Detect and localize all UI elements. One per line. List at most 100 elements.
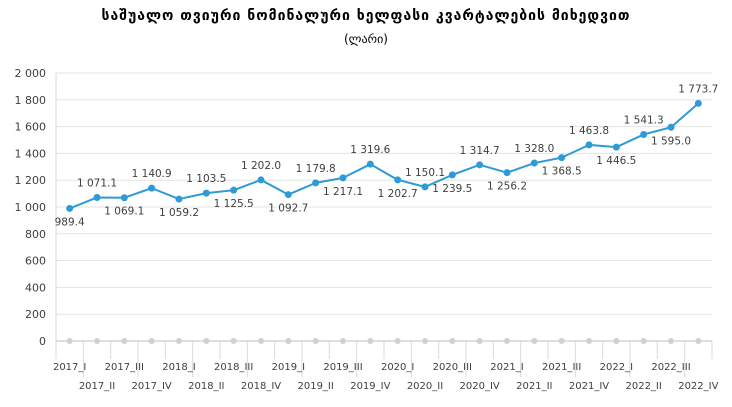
x-tick-label: 2021_II	[516, 381, 552, 392]
data-point	[93, 193, 101, 201]
x-tick-label: 2020_I	[381, 362, 414, 373]
baseline-marker	[613, 338, 620, 344]
data-label: 1 239.5	[432, 183, 472, 195]
baseline-marker	[394, 338, 401, 344]
data-point	[202, 189, 210, 197]
y-tick-label: 600	[25, 255, 46, 268]
data-label: 1 217.1	[323, 186, 363, 198]
x-tick-label: 2019_I	[272, 362, 305, 373]
x-tick-label: 2019_II	[297, 381, 333, 392]
data-label: 1 256.2	[487, 181, 527, 193]
data-point	[530, 159, 538, 167]
data-label: 1 595.0	[651, 135, 691, 147]
data-point	[120, 194, 128, 202]
y-tick-label: 1 600	[15, 121, 47, 134]
baseline-marker	[148, 338, 155, 344]
data-label: 1 092.7	[268, 203, 308, 215]
baseline-marker	[203, 338, 210, 344]
data-label: 989.4	[55, 216, 85, 228]
y-tick-label: 1 400	[15, 147, 47, 160]
data-label: 1 125.5	[214, 198, 254, 210]
baseline-marker	[94, 338, 100, 344]
data-label: 1 446.5	[596, 155, 636, 167]
baseline-marker	[640, 338, 647, 344]
y-tick-label: 2 000	[15, 67, 47, 80]
x-tick-label: 2022_III	[651, 362, 690, 373]
baseline-marker	[668, 338, 674, 344]
data-label: 1 069.1	[104, 206, 144, 218]
data-label: 1 202.0	[241, 160, 281, 172]
data-label: 1 202.7	[378, 188, 418, 200]
baseline-marker	[695, 338, 702, 344]
data-point	[284, 191, 292, 199]
data-point	[667, 123, 675, 131]
data-point	[694, 99, 702, 107]
x-tick-label: 2020_IV	[460, 381, 500, 392]
data-point	[476, 161, 484, 169]
baseline-marker	[531, 338, 538, 344]
baseline-marker	[230, 338, 237, 344]
data-point	[421, 183, 429, 191]
data-point	[339, 174, 347, 182]
y-tick-label: 800	[25, 228, 46, 241]
baseline-marker	[121, 338, 128, 344]
data-point	[394, 176, 402, 184]
x-tick-label: 2022_IV	[678, 381, 718, 392]
baseline-marker	[285, 338, 292, 344]
data-point	[558, 154, 566, 162]
data-point	[230, 186, 238, 194]
baseline-marker	[558, 338, 565, 344]
x-tick-label: 2022_II	[625, 381, 661, 392]
x-tick-label: 2017_II	[79, 381, 115, 392]
y-tick-label: 400	[25, 281, 46, 294]
baseline-marker	[504, 338, 510, 344]
data-point	[640, 130, 648, 138]
x-tick-label: 2019_IV	[350, 381, 390, 392]
data-point	[503, 169, 511, 177]
x-tick-label: 2021_I	[490, 362, 523, 373]
data-point	[585, 141, 593, 149]
series-line	[69, 102, 699, 210]
data-label: 1 179.8	[296, 163, 336, 175]
x-tick-label: 2019_III	[323, 362, 362, 373]
data-label: 1 059.2	[159, 207, 199, 219]
data-label: 1 319.6	[350, 144, 390, 156]
data-label: 1 140.9	[132, 168, 172, 180]
data-point	[66, 204, 74, 212]
x-tick-label: 2017_IV	[132, 381, 172, 392]
data-label: 1 541.3	[624, 114, 664, 126]
data-label: 1 368.5	[542, 166, 582, 178]
data-point	[366, 160, 374, 168]
x-tick-label: 2021_III	[542, 362, 581, 373]
data-label: 1 773.7	[678, 83, 718, 95]
x-tick-label: 2020_III	[433, 362, 472, 373]
x-tick-label: 2017_I	[53, 362, 86, 373]
x-tick-label: 2018_IV	[241, 381, 281, 392]
y-tick-label: 1 000	[15, 201, 47, 214]
data-label: 1 103.5	[186, 173, 226, 185]
chart-title: საშუალო თვიური ნომინალური ხელფასი კვარტა…	[101, 8, 631, 24]
data-point	[175, 195, 183, 203]
x-tick-label: 2022_I	[600, 362, 633, 373]
y-tick-label: 200	[25, 308, 46, 321]
data-label: 1 328.0	[514, 143, 554, 155]
data-label: 1 150.1	[405, 167, 445, 179]
y-tick-label: 1 200	[15, 174, 47, 187]
baseline-marker	[476, 338, 483, 344]
baseline-marker	[312, 338, 319, 344]
baseline-marker	[66, 338, 73, 344]
x-tick-label: 2018_III	[214, 362, 253, 373]
data-label: 1 463.8	[569, 125, 609, 137]
data-label: 1 071.1	[77, 177, 117, 189]
x-tick-label: 2021_IV	[569, 381, 609, 392]
data-point	[312, 179, 320, 187]
baseline-marker	[340, 338, 346, 344]
baseline-marker	[176, 338, 182, 344]
data-point	[448, 171, 456, 179]
y-tick-label: 0	[39, 335, 46, 348]
x-tick-label: 2018_II	[188, 381, 224, 392]
data-point	[148, 184, 156, 192]
data-point	[612, 143, 620, 151]
baseline-marker	[422, 338, 428, 344]
